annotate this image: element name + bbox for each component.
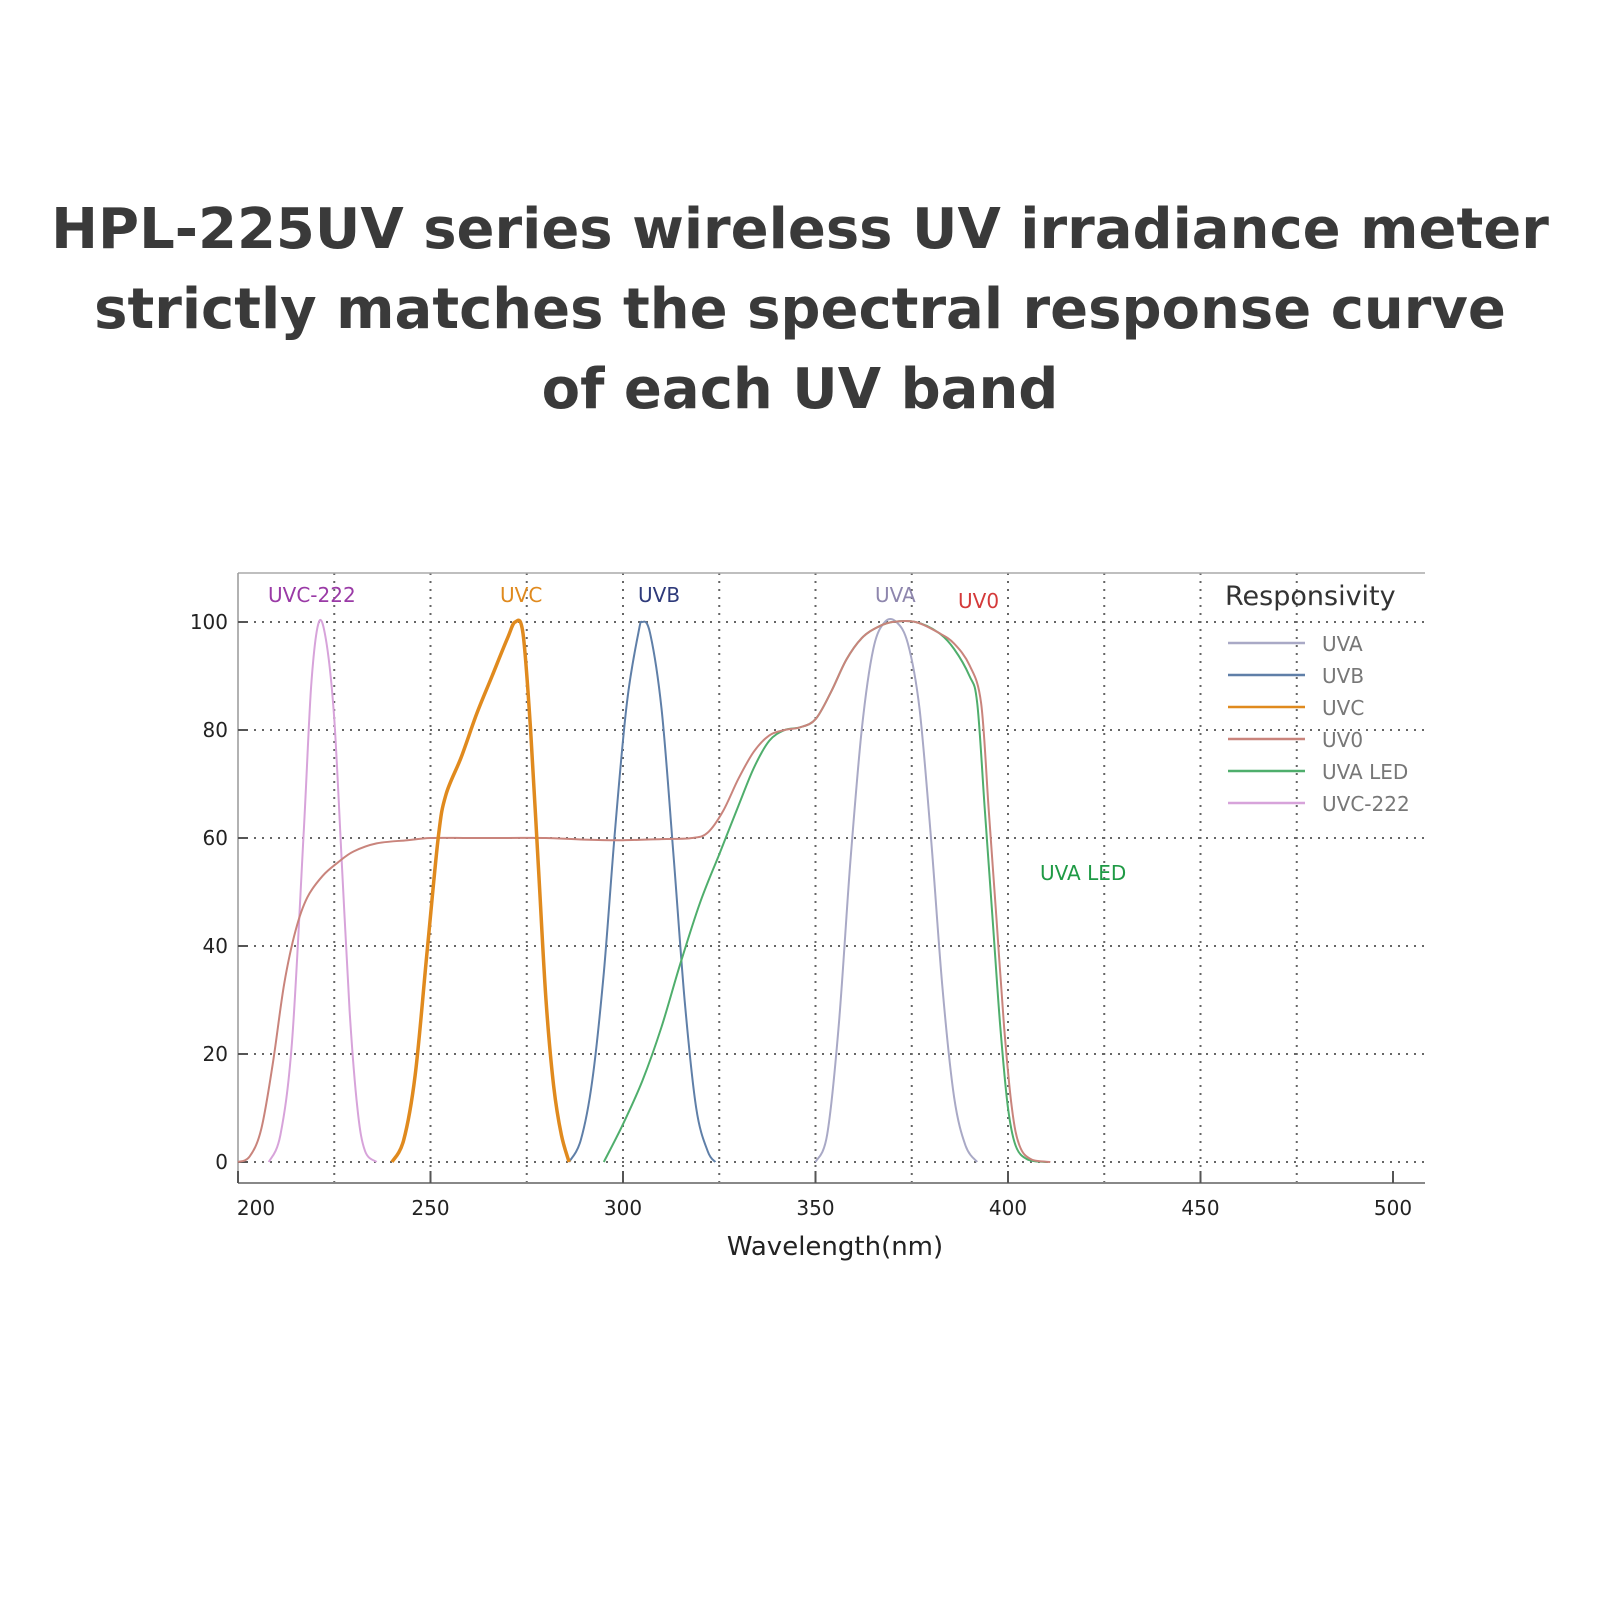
series-line-uvc [390,618,571,1163]
x-tick-label: 400 [989,1196,1027,1220]
x-axis-label: Wavelength(nm) [727,1232,943,1262]
legend-label-uvc-222: UVC-222 [1322,792,1410,816]
x-tick-label: 450 [1181,1196,1219,1220]
series-line-uva [814,617,979,1163]
curve-label-uvc-222: UVC-222 [268,583,356,607]
grid [238,573,1425,1183]
curve-label-uvc: UVC [500,583,542,607]
curve-label-uva: UVA [875,583,916,607]
y-tick-label: 100 [190,610,228,634]
curve-label-uvb: UVB [638,583,680,607]
y-tick-label: 60 [203,826,228,850]
y-axis-ticks: 0 20 40 60 80 100 [190,610,248,1174]
series-line-uvb [568,620,717,1163]
curves [237,617,1051,1163]
legend-label-uva: UVA [1322,632,1363,656]
legend-label-uvb: UVB [1322,664,1364,688]
y-tick-label: 80 [203,718,228,742]
y-tick-label: 40 [203,934,228,958]
series-line-uv0 [237,619,1051,1163]
headline-line-3: of each UV band [541,357,1059,422]
curve-label-uva-led: UVA LED [1040,861,1126,885]
y-tick-label: 0 [215,1150,228,1174]
curve-label-uv0: UV0 [958,589,999,613]
x-tick-label: 300 [604,1196,642,1220]
headline-line-2: strictly matches the spectral response c… [94,277,1506,342]
y-tick-label: 20 [203,1042,228,1066]
legend: Responsivity UVA UVB UVC UV0 UVA LED UVC-222 [1225,581,1410,816]
curve-labels: UVA UVB UVC UV0 UVA LED UVC-222 [268,583,1126,885]
x-tick-label: 200 [237,1196,275,1220]
plot-frame [237,572,1425,1184]
legend-title: Responsivity [1225,581,1396,612]
x-axis-ticks: 200 250 300 350 400 450 500 [237,1171,1412,1220]
legend-label-uva-led: UVA LED [1322,760,1408,784]
x-tick-label: 500 [1374,1196,1412,1220]
legend-label-uvc: UVC [1322,696,1364,720]
x-tick-label: 250 [411,1196,449,1220]
headline-line-1: HPL-225UV series wireless UV irradiance … [51,197,1549,262]
series-line-uvc-222 [267,619,378,1163]
legend-label-uv0: UV0 [1322,728,1363,752]
x-tick-label: 350 [796,1196,834,1220]
headline: HPL-225UV series wireless UV irradiance … [0,190,1600,430]
